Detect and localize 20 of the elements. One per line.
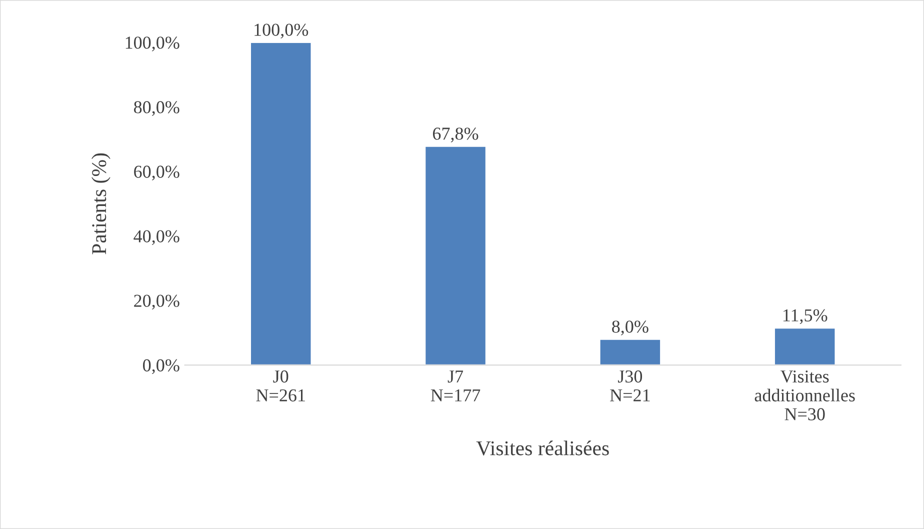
y-tick-label: 20,0% [134,294,180,310]
data-label: 100,0% [254,24,308,38]
y-tick-label: 60,0% [134,166,180,180]
y-axis-title: Patients (%) [91,153,110,254]
bar [250,42,312,366]
y-tick-label: 40,0% [134,230,180,245]
x-tick-label: J0 N=261 [256,370,305,402]
x-tick-label: J30 N=21 [610,370,650,402]
data-label: 8,0% [612,320,648,336]
x-axis-title: Visites réalisées [476,440,609,456]
data-label: 11,5% [783,309,828,324]
y-tick-label: 100,0% [126,36,180,52]
y-tick-label: 80,0% [134,101,180,116]
x-tick-label: J7 N=177 [430,370,480,402]
bar [424,146,487,366]
x-tick-label: Visites additionnelles N=30 [754,370,855,420]
bar [774,327,836,366]
bar [598,338,662,366]
y-tick-label: 0,0% [143,359,180,374]
data-label: 67,8% [432,128,478,142]
